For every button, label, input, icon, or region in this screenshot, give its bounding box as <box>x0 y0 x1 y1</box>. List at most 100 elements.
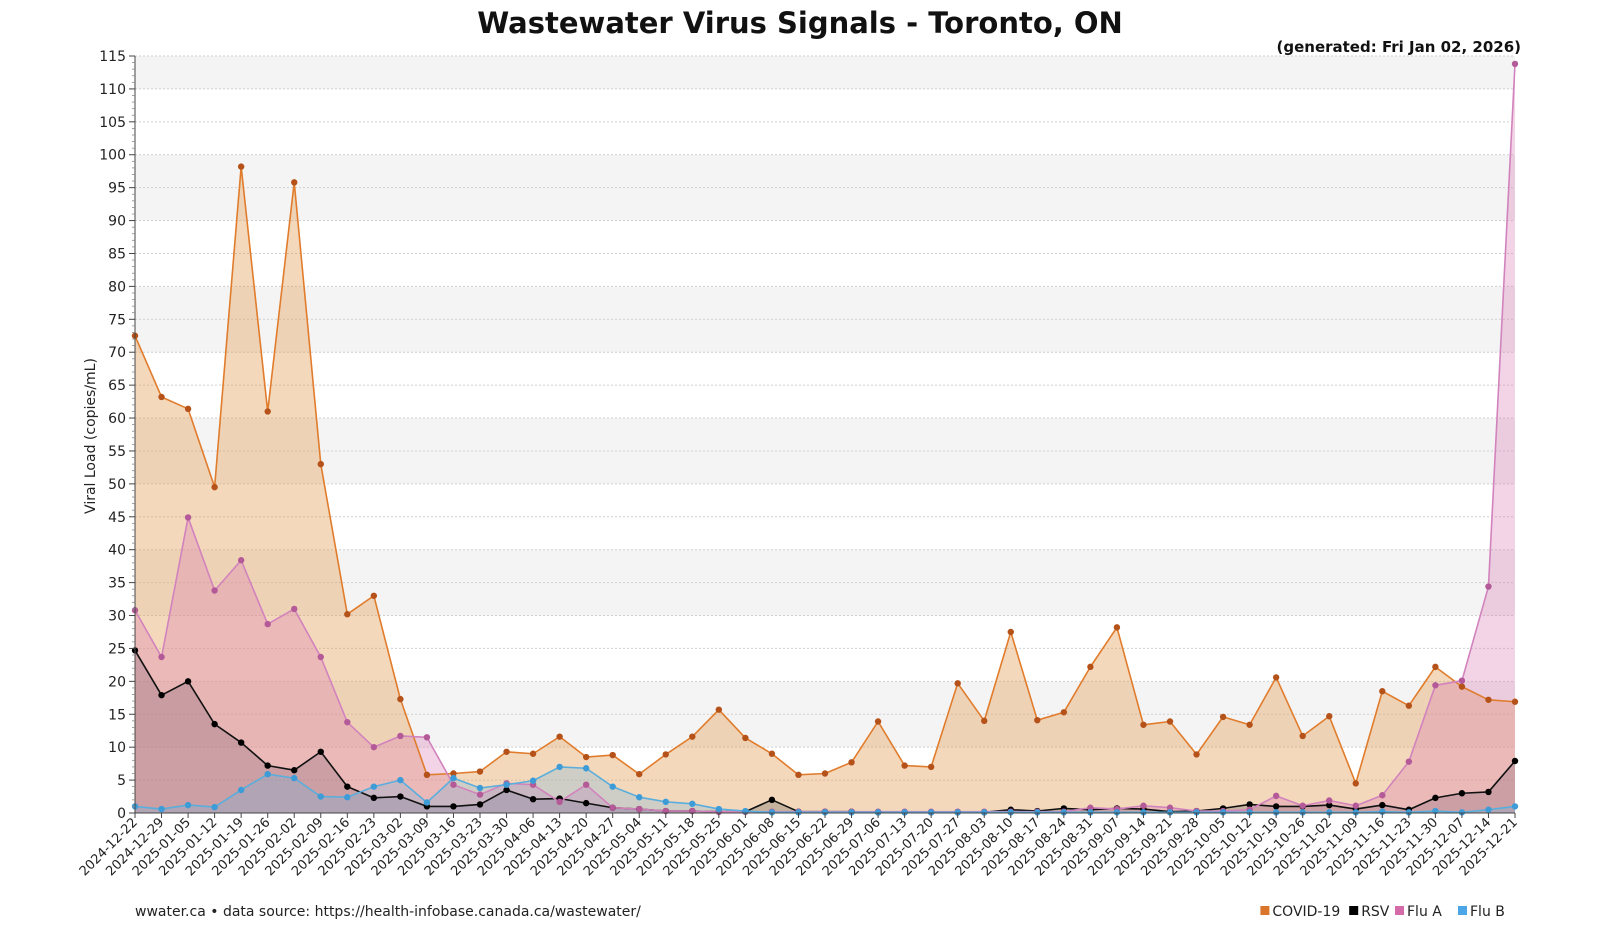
point-flu-b <box>1140 809 1147 816</box>
point-flu-b <box>795 809 802 816</box>
point-flu-b <box>211 803 218 811</box>
legend-swatch-flu-b <box>1458 906 1467 915</box>
point-flu-a <box>184 514 192 521</box>
point-covid-19 <box>981 717 988 725</box>
point-covid-19 <box>1432 663 1439 671</box>
point-rsv <box>503 786 510 794</box>
point-covid-19 <box>1166 718 1174 725</box>
x-axis-ticks: 2024-12-222024-12-292025-01-052025-01-12… <box>77 813 1521 879</box>
legend-label-flu-b: Flu B <box>1470 904 1505 920</box>
y-tick-label: 50 <box>108 477 126 493</box>
point-covid-19 <box>1140 721 1147 728</box>
point-flu-b <box>1007 809 1014 816</box>
point-rsv <box>397 793 404 800</box>
point-flu-a <box>1166 804 1174 811</box>
point-covid-19 <box>1405 702 1413 709</box>
y-axis-label: Viral Load (copies/mL) <box>83 358 99 514</box>
point-covid-19 <box>1299 732 1306 740</box>
point-flu-b <box>1326 809 1333 816</box>
point-covid-19 <box>291 179 298 186</box>
point-flu-b <box>954 809 961 816</box>
point-flu-b <box>1352 809 1359 816</box>
point-flu-b <box>397 776 404 784</box>
y-tick-label: 10 <box>108 740 126 756</box>
point-flu-b <box>1458 809 1466 816</box>
point-flu-b <box>1166 809 1174 816</box>
point-rsv <box>158 691 165 699</box>
point-flu-b <box>1087 809 1094 816</box>
point-rsv <box>1326 801 1333 809</box>
point-covid-19 <box>503 748 510 755</box>
legend-label-flu-a: Flu A <box>1407 904 1442 920</box>
point-covid-19 <box>264 408 271 415</box>
point-rsv <box>264 762 271 769</box>
point-flu-b <box>874 809 882 816</box>
point-flu-b <box>237 786 245 794</box>
point-flu-a <box>344 718 351 726</box>
point-covid-19 <box>1193 751 1200 758</box>
point-rsv <box>529 795 537 803</box>
point-flu-a <box>291 605 298 613</box>
point-covid-19 <box>874 718 882 725</box>
point-flu-b <box>821 809 829 816</box>
point-flu-b <box>981 809 988 816</box>
point-rsv <box>1379 801 1386 809</box>
point-covid-19 <box>821 770 829 777</box>
point-flu-b <box>1219 809 1227 816</box>
point-covid-19 <box>582 753 590 761</box>
point-rsv <box>1485 788 1492 796</box>
point-covid-19 <box>556 733 563 740</box>
y-tick-label: 20 <box>108 674 126 690</box>
point-flu-b <box>184 801 192 809</box>
grid-lines <box>135 55 1515 814</box>
point-covid-19 <box>901 762 908 769</box>
point-flu-a <box>370 743 378 751</box>
point-flu-a <box>1432 682 1439 689</box>
point-covid-19 <box>662 751 669 758</box>
point-covid-19 <box>1034 716 1041 724</box>
point-flu-b <box>609 783 616 790</box>
point-rsv <box>291 767 298 774</box>
point-flu-b <box>927 809 935 816</box>
point-covid-19 <box>848 759 855 766</box>
point-covid-19 <box>1007 628 1014 636</box>
y-tick-label: 65 <box>108 378 126 394</box>
point-flu-b <box>1246 809 1253 816</box>
y-tick-label: 110 <box>99 82 126 98</box>
point-rsv <box>768 796 776 804</box>
point-rsv <box>582 799 590 807</box>
point-rsv <box>1246 801 1253 808</box>
point-flu-a <box>476 791 484 798</box>
point-rsv <box>1272 803 1280 810</box>
point-covid-19 <box>158 393 165 401</box>
point-rsv <box>1432 794 1439 802</box>
point-flu-a <box>1352 802 1359 809</box>
legend-swatch-flu-a <box>1395 906 1404 915</box>
point-flu-a <box>609 804 616 811</box>
point-covid-19 <box>529 750 537 757</box>
legend-swatch-rsv <box>1349 906 1359 915</box>
point-covid-19 <box>370 592 378 599</box>
point-flu-a <box>264 620 271 628</box>
area-flu-a <box>135 63 1515 813</box>
point-rsv <box>370 794 378 802</box>
point-flu-b <box>317 793 324 800</box>
legend-label-covid-19: COVID-19 <box>1272 904 1340 920</box>
point-covid-19 <box>927 763 935 771</box>
legend: COVID-19 RSV Flu A Flu B <box>1260 904 1505 920</box>
point-covid-19 <box>1352 780 1359 787</box>
point-flu-b <box>423 799 431 806</box>
point-flu-a <box>1379 792 1386 799</box>
point-covid-19 <box>1087 663 1094 671</box>
point-rsv <box>476 801 484 808</box>
point-flu-b <box>848 809 855 816</box>
point-covid-19 <box>1326 713 1333 720</box>
point-flu-b <box>715 805 723 813</box>
y-tick-label: 5 <box>117 773 126 789</box>
point-flu-b <box>1405 809 1413 816</box>
point-covid-19 <box>423 771 431 779</box>
point-flu-a <box>1140 802 1147 809</box>
point-flu-b <box>1272 809 1280 816</box>
point-flu-a <box>582 781 590 788</box>
